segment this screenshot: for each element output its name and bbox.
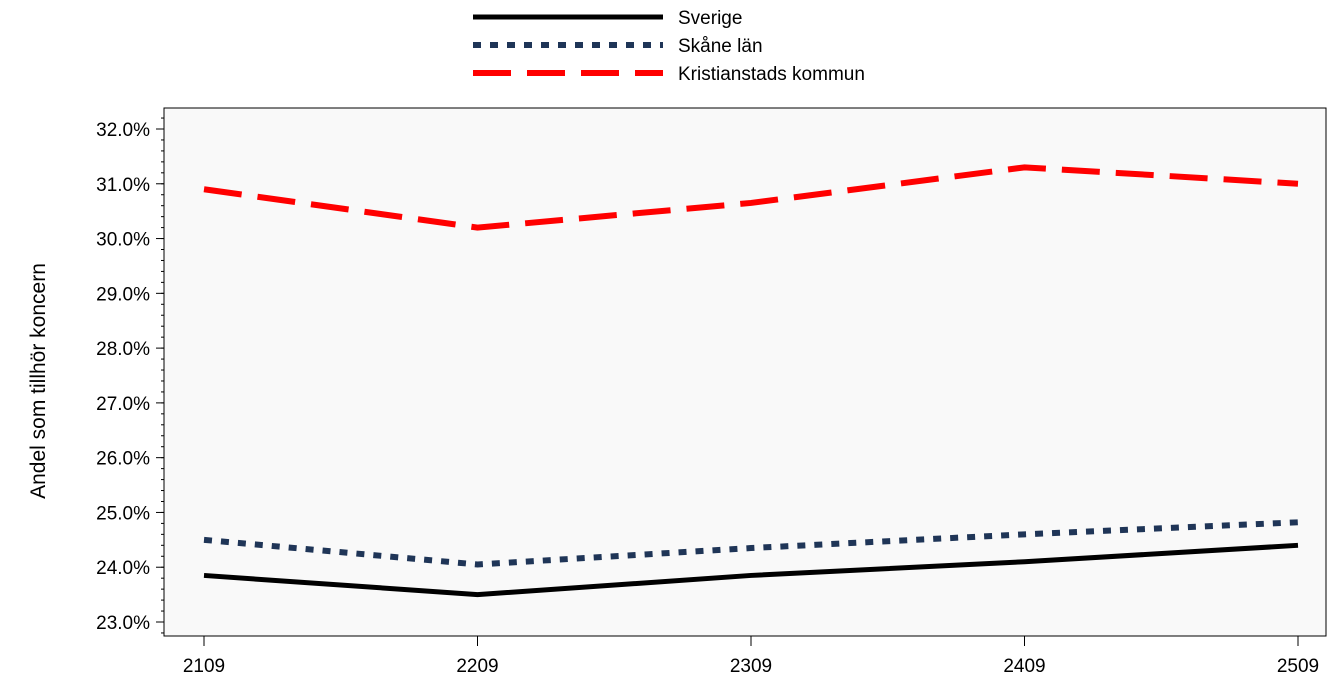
y-tick-label: 24.0% [96,558,150,579]
y-tick-label: 27.0% [96,394,150,415]
legend-label: Sverige [678,8,742,29]
y-axis-label: Andel som tillhör koncern [27,263,50,499]
y-tick-label: 31.0% [96,175,150,196]
series-line-1 [203,519,1299,568]
y-tick-label: 25.0% [96,503,150,524]
x-tick-label: 2209 [456,656,498,677]
x-tick-label: 2109 [183,656,225,677]
x-tick-label: 2409 [1003,656,1045,677]
legend: Sverige Skåne län Kristianstads kommun [473,8,865,85]
legend-label: Skåne län [678,36,763,57]
y-tick-label: 26.0% [96,449,150,470]
series-lines [203,164,1299,598]
axis-ticks: 23.0% 24.0% 25.0% 26.0% 27.0% 28.0% 29.0% 30.0%… [96,117,1319,677]
series-line-0 [203,542,1299,598]
y-tick-label: 30.0% [96,230,150,251]
y-tick-label: 32.0% [96,120,150,141]
y-tick-label: 29.0% [96,284,150,305]
y-tick-label: 28.0% [96,339,150,360]
x-tick-label: 2309 [730,656,772,677]
plot-area [163,107,1327,637]
y-tick-label: 23.0% [96,613,150,634]
x-tick-label: 2509 [1277,656,1319,677]
series-line-2 [203,164,1299,231]
legend-label: Kristianstads kommun [678,64,865,85]
